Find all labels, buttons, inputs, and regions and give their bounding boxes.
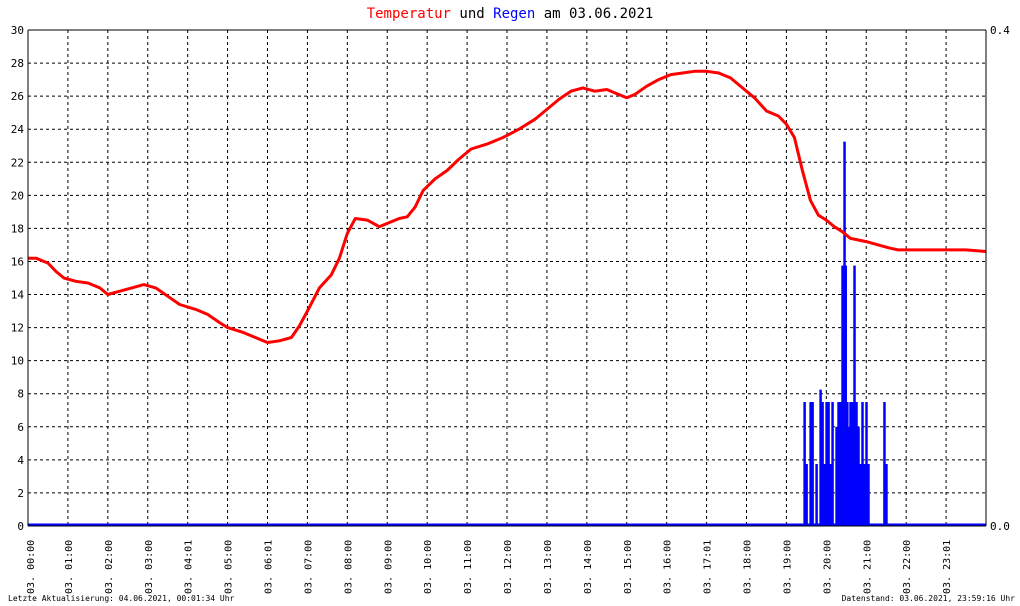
x-tick-label: 03. 03:00	[144, 540, 155, 594]
rain-bar	[821, 402, 824, 526]
rain-bar	[825, 402, 828, 526]
x-tick-label: 03. 15:00	[623, 540, 634, 594]
rain-bar	[865, 402, 868, 526]
rain-bar	[819, 389, 822, 526]
rain-bar	[815, 464, 818, 526]
rain-bar	[853, 265, 856, 526]
rain-bar	[835, 426, 838, 526]
x-tick-label: 03. 05:00	[224, 540, 235, 594]
rain-bar	[849, 402, 852, 526]
y-tick-label: 10	[11, 355, 24, 368]
x-tick-label: 03. 18:00	[743, 540, 754, 594]
rain-bar	[859, 464, 862, 526]
y-tick-label: 8	[17, 388, 24, 401]
right-tick-label: 0.4	[990, 24, 1010, 37]
rain-bar	[846, 402, 849, 526]
rain-bar	[841, 265, 844, 526]
x-tick-label: 03. 19:00	[782, 540, 793, 594]
x-tick-label: 03. 04:01	[184, 540, 195, 594]
rain-bar	[867, 464, 870, 526]
right-tick-label: 0.0	[990, 520, 1010, 533]
x-tick-label: 03. 02:00	[104, 540, 115, 594]
rain-bar	[829, 464, 832, 526]
footer-data-status: Datenstand: 03.06.2021, 23:59:16 Uhr	[842, 594, 1016, 603]
y-tick-label: 22	[11, 156, 24, 169]
x-tick-label: 03. 07:00	[303, 540, 314, 594]
temperature-series	[28, 69, 987, 344]
y-tick-label: 26	[11, 90, 24, 103]
x-tick-label: 03. 17:01	[703, 540, 714, 594]
title-temperature: Temperatur	[367, 6, 451, 22]
y-tick-label: 24	[11, 123, 25, 136]
rain-bar	[823, 464, 826, 526]
y-tick-label: 20	[11, 189, 24, 202]
rain-bar	[885, 464, 888, 526]
x-tick-label: 03. 10:00	[423, 540, 434, 594]
rain-bar	[883, 402, 886, 526]
rain-bar	[811, 402, 814, 526]
title-rain: Regen	[493, 6, 535, 22]
rain-bar	[837, 402, 840, 526]
rain-bar	[861, 402, 864, 526]
y-tick-label: 4	[17, 454, 24, 467]
x-tick-label: 03. 20:00	[822, 540, 833, 594]
rain-bar	[805, 464, 808, 526]
x-tick-label: 03. 09:00	[383, 540, 394, 594]
y-tick-label: 14	[11, 289, 25, 302]
x-tick-label: 03. 14:00	[583, 540, 594, 594]
y-tick-label: 28	[11, 57, 24, 70]
x-tick-label: 03. 21:00	[862, 540, 873, 594]
footer-last-update: Letzte Aktualisierung: 04.06.2021, 00:01…	[8, 594, 235, 603]
grid	[28, 29, 986, 526]
rain-bar	[827, 402, 830, 526]
y-tick-label: 0	[17, 520, 24, 533]
rain-bar	[844, 265, 847, 526]
rain-bar	[831, 402, 834, 526]
y-tick-label: 30	[11, 24, 24, 37]
x-tick-label: 03. 16:00	[663, 540, 674, 594]
x-tick-label: 03. 12:00	[503, 540, 514, 594]
rain-bar	[847, 426, 851, 526]
x-tick-label: 03. 23:01	[942, 540, 953, 594]
x-tick-label: 03. 13:00	[543, 540, 554, 594]
rain-bar	[863, 464, 866, 526]
y-tick-label: 18	[11, 222, 24, 235]
rain-bar	[857, 426, 860, 526]
x-tick-label: 03. 06:01	[264, 540, 275, 594]
rain-bar	[851, 402, 854, 526]
x-tick-label: 03. 00:00	[26, 540, 37, 594]
rain-bar	[855, 402, 858, 526]
x-tick-label: 03. 22:00	[902, 540, 913, 594]
y-tick-label: 12	[11, 322, 24, 335]
axes	[27, 29, 987, 527]
x-tick-label: 03. 08:00	[343, 540, 354, 594]
rain-bar	[809, 402, 812, 526]
chart-title: Temperatur und Regen am 03.06.2021	[367, 6, 654, 22]
x-tick-label: 03. 01:00	[64, 540, 75, 594]
temperature-line	[28, 69, 987, 344]
rain-bar	[839, 402, 842, 526]
rain-bar	[803, 402, 806, 526]
rain-series	[28, 141, 986, 527]
title-date: am 03.06.2021	[535, 6, 653, 22]
x-tick-label: 03. 11:00	[463, 540, 474, 594]
y-tick-label: 16	[11, 255, 24, 268]
title-connector: und	[451, 6, 493, 22]
y-tick-label: 6	[17, 421, 24, 434]
y-tick-label: 2	[17, 487, 24, 500]
